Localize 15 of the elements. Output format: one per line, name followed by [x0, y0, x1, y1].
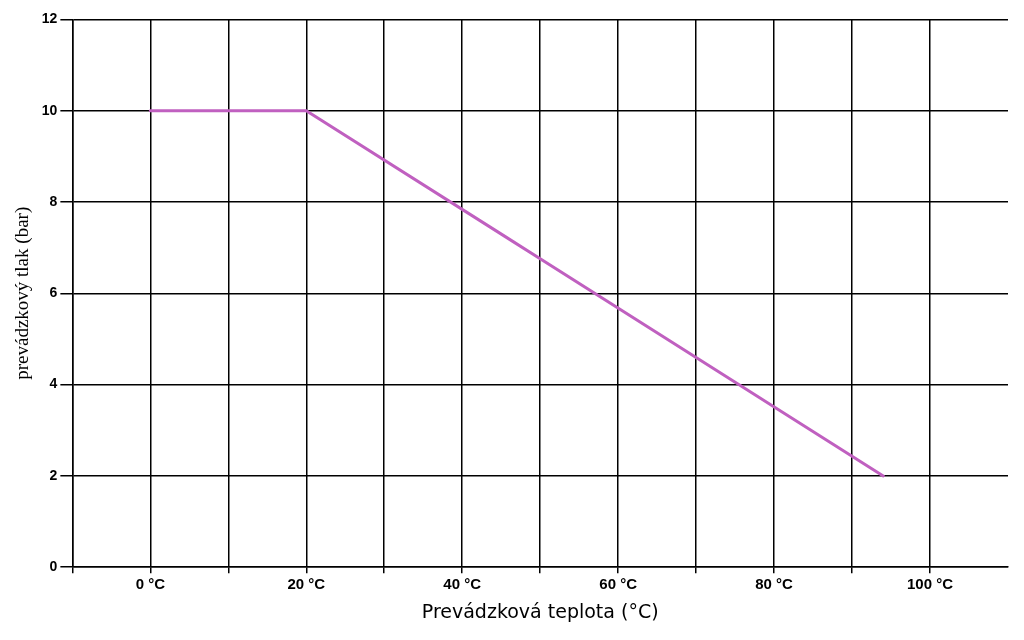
x-tick-label: 20 °C [287, 575, 326, 593]
x-axis-title: Prevádzková teplota (°C) [421, 599, 659, 622]
y-tick-label: 12 [41, 10, 58, 27]
x-tick-label: 0 °C [135, 575, 166, 593]
y-tick-label: 2 [49, 466, 58, 483]
y-tick-label: 0 [49, 558, 58, 575]
y-tick-label: 8 [49, 192, 58, 209]
x-tick-label: 60 °C [599, 575, 638, 593]
x-tick-label: 40 °C [443, 575, 482, 593]
y-axis-title: prevádzkový tlak (bar) [11, 206, 34, 380]
x-tick-label: 80 °C [755, 575, 794, 593]
y-tick-label: 4 [49, 375, 58, 392]
x-tick-label: 100 °C [907, 575, 954, 593]
y-tick-label: 6 [49, 284, 58, 301]
y-tick-label: 10 [41, 101, 58, 118]
